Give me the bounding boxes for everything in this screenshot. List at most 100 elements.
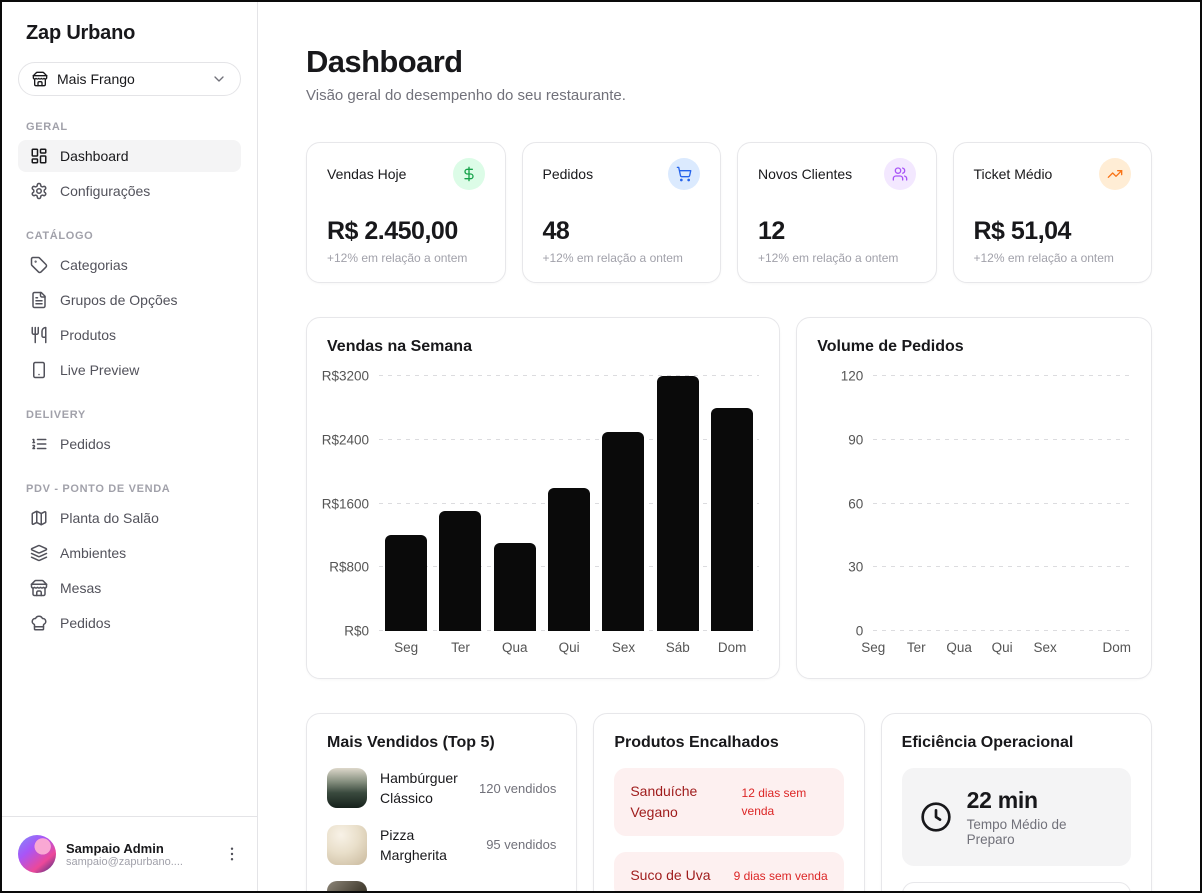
sidebar-item-configuracoes[interactable]: Configurações [18, 175, 241, 207]
gridline [873, 630, 1131, 631]
order-volume-chart-card: Volume de Pedidos 0 30 60 90 120 Seg Ter Qua Qu… [796, 317, 1152, 679]
stat-label: Novos Clientes [758, 166, 853, 182]
chart-title: Vendas na Semana [327, 338, 472, 355]
sidebar: Zap Urbano Mais Frango GERAL Dashboard C… [2, 2, 258, 891]
gridline [873, 375, 1131, 376]
bar [439, 511, 482, 631]
shopping-cart-icon [668, 158, 700, 190]
store-selector[interactable]: Mais Frango [18, 62, 241, 96]
weekly-sales-chart-card: Vendas na Semana R$0 R$800 R$1600 R$2400 R$3… [306, 317, 781, 679]
line-chart-plot [873, 375, 1131, 631]
stat-label: Pedidos [542, 166, 594, 182]
secondary-metric-box [901, 882, 1131, 891]
sidebar-item-dashboard[interactable]: Dashboard [18, 140, 241, 172]
stat-card-novos-clientes: Novos Clientes 12 +12% em relação a onte… [737, 142, 937, 283]
dashboard-icon [30, 147, 48, 165]
bottom-panels: Mais Vendidos (Top 5) Hambúrguer Clássic… [306, 713, 1152, 891]
prep-time-metric: 22 min Tempo Médio de Preparo [901, 768, 1131, 866]
user-email: sampaio@zapurbano.... [66, 855, 183, 868]
sidebar-item-mesas[interactable]: Mesas [18, 572, 241, 604]
stat-value: R$ 2.450,00 [327, 217, 458, 245]
sidebar-item-label: Ambientes [60, 545, 127, 561]
store-icon [30, 579, 48, 597]
gridline [873, 438, 1131, 440]
x-tick-label: Qua [502, 640, 528, 655]
section-label-catalogo: CATÁLOGO [26, 230, 94, 242]
store-selector-label: Mais Frango [57, 71, 135, 87]
x-tick-label: Ter [451, 640, 470, 655]
x-tick-label: Qui [991, 640, 1013, 655]
sidebar-item-ambientes[interactable]: Ambientes [18, 537, 241, 569]
sidebar-item-label: Mesas [60, 580, 102, 596]
sidebar-item-label: Pedidos [60, 615, 111, 631]
x-tick-label: Sáb [665, 640, 690, 655]
y-axis-labels: 0 30 60 90 120 [817, 369, 873, 639]
stale-product-name: Suco de Uva [630, 867, 711, 883]
gridline [873, 566, 1131, 568]
stat-card-ticket-medio: Ticket Médio R$ 51,04 +12% em relação a … [952, 142, 1152, 283]
product-name: Pizza Margherita [380, 826, 447, 863]
x-tick-label: Qua [946, 640, 972, 655]
stat-value: 48 [542, 217, 570, 245]
stat-card-vendas-hoje: Vendas Hoje R$ 2.450,00 +12% em relação … [306, 142, 506, 283]
sidebar-item-label: Categorias [60, 257, 128, 273]
main-content: Dashboard Visão geral do desempenho do s… [258, 2, 1200, 891]
x-tick-label: Dom [1102, 640, 1131, 655]
dollar-icon [452, 158, 485, 190]
y-tick-label: R$1600 [321, 496, 369, 511]
layers-icon [30, 544, 48, 562]
product-sold-count: 120 vendidos [478, 780, 557, 796]
stale-products-card: Produtos Encalhados Sanduíche Vegano 12 … [593, 713, 865, 891]
x-tick-label: Ter [906, 640, 926, 655]
list-item: Pizza Margherita 95 vendidos [327, 824, 557, 866]
product-thumbnail [327, 768, 367, 809]
efficiency-card: Eficiência Operacional 22 min Tempo Médi… [880, 713, 1152, 891]
avatar [18, 835, 56, 873]
user-menu-button[interactable] [223, 845, 241, 863]
store-icon [32, 71, 48, 87]
section-label-pdv: PDV - PONTO DE VENDA [26, 483, 171, 495]
metric-value: 22 min [966, 787, 1038, 813]
list-item: Hambúrguer Clássico 120 vendidos [327, 768, 556, 809]
panel-title: Mais Vendidos (Top 5) [327, 734, 495, 751]
stat-delta: +12% em relação a ontem [327, 251, 468, 265]
stale-product-status: 12 dias sem venda [741, 786, 807, 818]
y-axis-labels: R$0 R$800 R$1600 R$2400 R$3200 [322, 369, 379, 639]
sidebar-item-label: Dashboard [60, 148, 129, 164]
sidebar-item-live-preview[interactable]: Live Preview [18, 354, 241, 386]
bar [548, 487, 591, 631]
sidebar-item-pedidos-pdv[interactable]: Pedidos [18, 607, 241, 639]
chevron-down-icon [211, 71, 227, 87]
x-tick-label: Dom [717, 640, 747, 655]
chart-title: Volume de Pedidos [817, 338, 964, 355]
x-tick-label: Seg [861, 640, 886, 655]
stat-card-pedidos: Pedidos 48 +12% em relação a ontem [521, 142, 721, 283]
tag-icon [30, 256, 48, 274]
sidebar-item-pedidos-delivery[interactable]: Pedidos [18, 428, 241, 460]
section-label-delivery: DELIVERY [26, 409, 86, 421]
sidebar-item-grupos-de-opcoes[interactable]: Grupos de Opções [18, 284, 241, 316]
stale-product-name: Sanduíche Vegano [630, 783, 698, 820]
y-tick-label: R$2400 [321, 432, 369, 448]
product-sold-count: 95 vendidos [486, 837, 557, 853]
bar [493, 543, 536, 631]
sidebar-item-categorias[interactable]: Categorias [18, 249, 241, 281]
metric-label: Tempo Médio de Preparo [966, 817, 1067, 847]
app-logo: Zap Urbano [26, 22, 136, 44]
stat-label: Ticket Médio [973, 166, 1053, 182]
user-footer: Sampaio Admin sampaio@zapurbano.... [2, 816, 257, 891]
users-icon [883, 158, 916, 190]
utensils-icon [30, 326, 48, 344]
stat-label: Vendas Hoje [327, 166, 407, 182]
gridline [379, 375, 760, 376]
chef-hat-icon [30, 614, 48, 632]
y-tick-label: 90 [848, 432, 864, 448]
sidebar-item-label: Live Preview [60, 362, 140, 378]
list-item [327, 881, 556, 891]
list-item: Suco de Uva 9 dias sem venda [614, 852, 844, 891]
sidebar-item-produtos[interactable]: Produtos [18, 319, 241, 351]
stat-value: R$ 51,04 [973, 217, 1072, 245]
sidebar-item-planta-do-salao[interactable]: Planta do Salão [18, 502, 241, 534]
x-axis-labels: Seg Ter Qua Qui Sex Sáb Dom [379, 640, 759, 655]
sidebar-item-label: Produtos [60, 327, 117, 343]
